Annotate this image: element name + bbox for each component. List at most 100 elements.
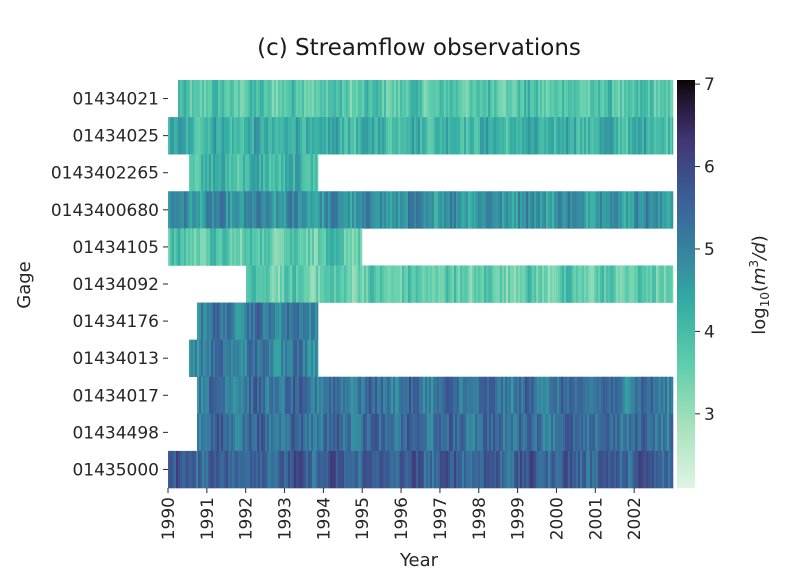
heatmap-cell [272, 80, 275, 118]
heatmap-cell [564, 191, 567, 229]
heatmap-cell [640, 191, 643, 229]
heatmap-cell [459, 376, 462, 415]
heatmap-cell [296, 228, 299, 266]
heatmap-cell [220, 117, 223, 155]
heatmap-cell [356, 191, 359, 229]
heatmap-cell [433, 413, 436, 452]
heatmap-cell [287, 376, 290, 415]
heatmap-cell [403, 413, 406, 452]
heatmap-cell [537, 376, 540, 415]
heatmap-cell [256, 265, 259, 303]
heatmap-cell [654, 450, 657, 489]
heatmap-cell [286, 265, 289, 303]
heatmap-cell [530, 117, 533, 155]
heatmap-cell [334, 265, 337, 303]
heatmap-cell [244, 117, 247, 155]
heatmap-cell [524, 450, 527, 489]
heatmap-cell [334, 191, 337, 229]
heatmap-cell [477, 376, 480, 415]
heatmap-cell [324, 117, 327, 155]
heatmap-cell [220, 80, 223, 118]
heatmap-cell [630, 450, 633, 489]
heatmap-cell [280, 191, 283, 229]
heatmap-cell [282, 228, 285, 266]
heatmap-cell [644, 80, 647, 118]
heatmap-cell [279, 376, 282, 415]
heatmap-cell [319, 413, 322, 452]
heatmap-cell [612, 450, 615, 489]
heatmap-cell [658, 450, 661, 489]
heatmap-cell [491, 413, 494, 452]
heatmap-cell [594, 191, 597, 229]
heatmap-cell [469, 376, 472, 415]
heatmap-cell [261, 154, 264, 192]
heatmap-cell [502, 80, 505, 118]
heatmap-cell [237, 302, 240, 340]
heatmap-cell [263, 339, 266, 378]
heatmap-cell [320, 117, 323, 155]
heatmap-cell [382, 450, 385, 489]
heatmap-cell [218, 450, 221, 489]
heatmap-cell [330, 191, 333, 229]
heatmap-cell [290, 191, 293, 229]
heatmap-cell [658, 265, 661, 303]
heatmap-cell [184, 117, 187, 155]
heatmap-cell [670, 117, 673, 155]
heatmap-cell [495, 413, 498, 452]
heatmap-cell [300, 117, 303, 155]
heatmap-cell [400, 450, 403, 489]
heatmap-cell [194, 191, 197, 229]
heatmap-cell [610, 80, 613, 118]
heatmap-cell [582, 80, 585, 118]
heatmap-cell [458, 450, 461, 489]
heatmap-cell [330, 450, 333, 489]
heatmap-cell [284, 117, 287, 155]
heatmap-cell [423, 376, 426, 415]
heatmap-cell [432, 80, 435, 118]
heatmap-cell [452, 191, 455, 229]
heatmap-cell [446, 117, 449, 155]
heatmap-cell [369, 376, 372, 415]
heatmap-cell [202, 450, 205, 489]
heatmap-cell [263, 302, 266, 340]
heatmap-cell [259, 413, 262, 452]
heatmap-cell [245, 154, 248, 192]
heatmap-cell [201, 154, 204, 192]
heatmap-cell [200, 228, 203, 266]
heatmap-cell [212, 450, 215, 489]
heatmap-cell [274, 450, 277, 489]
heatmap-cell [262, 80, 265, 118]
heatmap-cell [329, 413, 332, 452]
heatmap-cell [551, 376, 554, 415]
heatmap-cell [668, 450, 671, 489]
heatmap-cell [586, 450, 589, 489]
heatmap-cell [665, 376, 668, 415]
heatmap-cell [265, 413, 268, 452]
heatmap-cell [302, 80, 305, 118]
heatmap-cell [387, 413, 390, 452]
heatmap-cell [490, 117, 493, 155]
heatmap-cell [629, 376, 632, 415]
heatmap-cell [293, 302, 296, 340]
heatmap-cell [194, 80, 197, 118]
heatmap-cell [295, 376, 298, 415]
heatmap-cell [428, 80, 431, 118]
heatmap-cell [497, 413, 500, 452]
heatmap-cell [244, 228, 247, 266]
heatmap-cell [324, 80, 327, 118]
heatmap-cell [315, 302, 318, 340]
heatmap-cell [518, 80, 521, 118]
heatmap-cell [247, 339, 250, 378]
heatmap-cell [434, 450, 437, 489]
heatmap-cell [422, 80, 425, 118]
heatmap-cell [360, 450, 363, 489]
heatmap-cell [389, 376, 392, 415]
heatmap-cell [577, 413, 580, 452]
heatmap-cell [225, 302, 228, 340]
heatmap-cell [572, 265, 575, 303]
heatmap-cell [455, 376, 458, 415]
heatmap-cell [452, 117, 455, 155]
heatmap-cell [638, 80, 641, 118]
heatmap-cell [608, 191, 611, 229]
heatmap-cell [636, 265, 639, 303]
